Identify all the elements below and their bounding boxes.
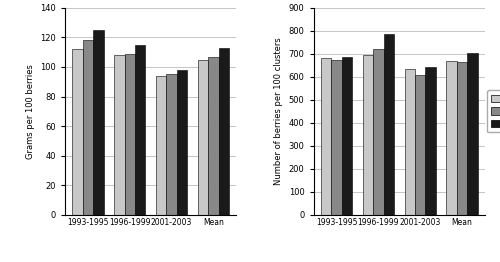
Bar bbox=[83, 40, 93, 215]
Y-axis label: Number of berries per 100 clusters: Number of berries per 100 clusters bbox=[274, 37, 283, 185]
Bar bbox=[124, 54, 135, 215]
Y-axis label: Grams per 100 berries: Grams per 100 berries bbox=[26, 64, 35, 159]
Bar bbox=[166, 74, 177, 215]
Bar bbox=[135, 45, 145, 215]
Bar bbox=[218, 48, 229, 215]
Bar bbox=[177, 70, 188, 215]
Bar bbox=[457, 62, 467, 215]
Bar bbox=[467, 53, 477, 215]
Bar bbox=[114, 55, 124, 215]
Bar bbox=[446, 61, 457, 215]
Bar bbox=[404, 69, 415, 215]
Bar bbox=[198, 60, 208, 215]
Bar bbox=[72, 49, 83, 215]
Bar bbox=[362, 55, 373, 215]
Bar bbox=[321, 58, 332, 215]
Bar bbox=[373, 49, 384, 215]
Bar bbox=[426, 67, 436, 215]
Bar bbox=[93, 30, 104, 215]
Bar bbox=[384, 34, 394, 215]
Bar bbox=[415, 75, 426, 215]
Bar bbox=[332, 60, 342, 215]
Bar bbox=[156, 76, 166, 215]
Bar bbox=[342, 57, 352, 215]
Bar bbox=[208, 57, 218, 215]
Legend: Low, Medium, High: Low, Medium, High bbox=[487, 90, 500, 132]
